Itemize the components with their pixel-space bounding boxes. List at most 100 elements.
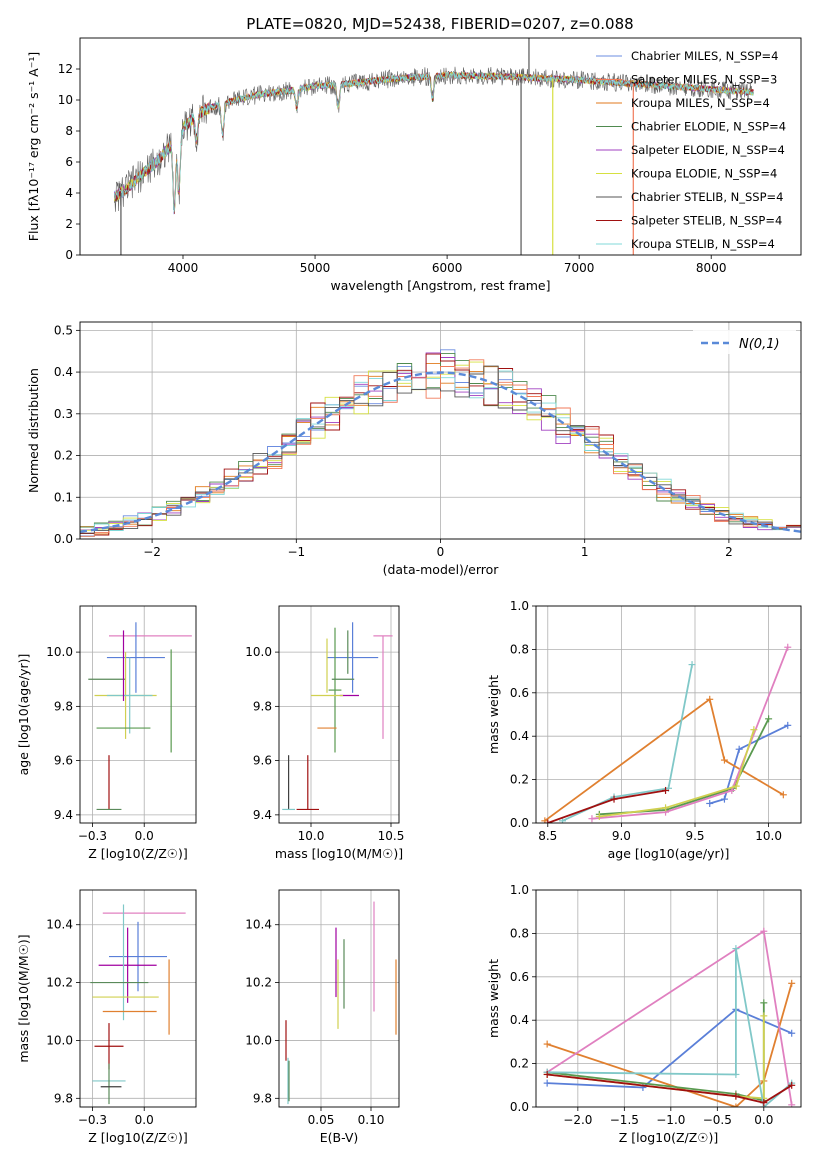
y-tick-label: 0.3 (54, 407, 73, 421)
x-tick-label: 9.5 (685, 829, 704, 843)
y-tick-label: 9.8 (54, 699, 73, 713)
age-vs-mass-marks (282, 622, 393, 811)
x-tick-label: 4000 (168, 261, 199, 275)
weight-line (547, 948, 793, 1107)
spectrum-line (113, 71, 754, 213)
y-tick-label: 0 (65, 248, 73, 262)
y-tick-label: 10 (58, 93, 73, 107)
y-tick-label: 10.2 (46, 976, 73, 990)
x-axis-label: mass [log10(M/M☉)] (275, 846, 403, 861)
x-axis-label: age [log10(age/yr)] (608, 846, 730, 861)
legend-entry: Kroupa STELIB, N_SSP=4 (631, 237, 775, 251)
mass-weight-vs-Z-marks (543, 927, 796, 1107)
histogram-step (80, 359, 801, 539)
y-tick-label: 0.8 (510, 926, 529, 940)
axes-frame (278, 889, 400, 1108)
x-tick-label: 10.0 (755, 829, 782, 843)
x-tick-label: 10.5 (378, 829, 405, 843)
y-tick-label: 0.0 (510, 1100, 529, 1114)
y-tick-label: 1.0 (510, 599, 529, 613)
x-tick-label: 10.0 (298, 829, 325, 843)
mass-weight-vs-age-marks (541, 643, 792, 823)
y-tick-label: 0.1 (54, 490, 73, 504)
y-axis-label: Normed distribution (26, 368, 41, 493)
weight-line (709, 724, 789, 805)
legend-entry: N(0,1) (739, 337, 780, 352)
axes-frame (79, 37, 802, 256)
y-tick-label: 0.2 (54, 449, 73, 463)
y-tick-label: 4 (65, 186, 73, 200)
weight-line (591, 646, 789, 820)
spectrum-legend: Chabrier MILES, N_SSP=4 Salpeter MILES, N… (596, 49, 786, 251)
x-tick-label: 9.0 (612, 829, 631, 843)
y-tick-label: 0.2 (510, 1057, 529, 1071)
y-tick-label: 0.5 (54, 323, 73, 337)
y-tick-label: 9.6 (253, 754, 272, 768)
mass-weight-vs-Z-plot: −2.0 −1.5 −1.0 −0.5 0.0 0.0 0.2 0.4 0.6 0.8 1.0 Z [… (486, 883, 802, 1145)
y-tick-label: 10.0 (46, 645, 73, 659)
weight-line (547, 1073, 793, 1104)
axes-frame (278, 605, 400, 824)
y-tick-label: 9.8 (54, 1091, 73, 1105)
legend-entry: Kroupa MILES, N_SSP=4 (631, 96, 770, 110)
y-tick-label: 10.4 (46, 918, 73, 932)
age-vs-Z-marks (88, 622, 192, 811)
y-axis-label: age [log10(age/yr)] (16, 654, 31, 776)
gaussian-curve (80, 371, 801, 533)
legend-entry: Salpeter ELODIE, N_SSP=4 (631, 143, 785, 157)
x-tick-label: 8000 (696, 261, 727, 275)
legend-entry: Kroupa ELODIE, N_SSP=4 (631, 167, 777, 181)
y-axis-label: mass weight (486, 959, 501, 1038)
y-axis-label: mass weight (486, 675, 501, 754)
x-tick-label: −1.5 (610, 1113, 639, 1127)
y-tick-label: 0.2 (510, 773, 529, 787)
y-tick-label: 9.6 (54, 754, 73, 768)
legend-entry: Chabrier ELODIE, N_SSP=4 (631, 120, 786, 134)
mass-vs-EBV-marks (285, 901, 397, 1105)
x-tick-label: −2 (143, 545, 161, 559)
x-tick-label: 6000 (432, 261, 463, 275)
x-tick-label: 8.5 (538, 829, 557, 843)
x-tick-label: 7000 (564, 261, 595, 275)
mass-vs-Z-marks (90, 904, 186, 1105)
y-tick-label: 0.6 (510, 970, 529, 984)
figure-title: PLATE=0820, MJD=52438, FIBERID=0207, z=0… (246, 15, 633, 33)
x-tick-label: 5000 (300, 261, 331, 275)
y-tick-label: 0.0 (54, 532, 73, 546)
x-tick-label: −0.3 (78, 1113, 107, 1127)
axes-frame (535, 889, 802, 1108)
x-tick-label: −1 (287, 545, 305, 559)
x-tick-label: −1.0 (656, 1113, 685, 1127)
x-tick-label: 0.0 (135, 1113, 154, 1127)
y-tick-label: 0.0 (510, 816, 529, 830)
y-tick-label: 6 (65, 155, 73, 169)
y-axis-label: mass [log10(M/M☉)] (16, 934, 31, 1062)
histogram-step (80, 365, 801, 539)
x-axis-label: wavelength [Angstrom, rest frame] (330, 278, 550, 293)
y-tick-label: 10.2 (245, 976, 272, 990)
x-axis-label: Z [log10(Z/Z☉)] (88, 846, 188, 861)
x-axis-label: Z [log10(Z/Z☉)] (88, 1130, 188, 1145)
x-tick-label: −0.5 (703, 1113, 732, 1127)
axes-frame (535, 605, 802, 824)
legend-entry: Salpeter STELIB, N_SSP=4 (631, 214, 782, 228)
x-tick-label: 0 (437, 545, 445, 559)
y-tick-label: 0.8 (510, 642, 529, 656)
mass-vs-EBV-plot: 0.05 0.10 9.8 10.0 10.2 10.4 E(B-V) (245, 889, 400, 1145)
spectrum-marks (113, 38, 754, 255)
y-tick-label: 12 (58, 62, 73, 76)
legend-entry: Chabrier STELIB, N_SSP=4 (631, 190, 783, 204)
axes-frame (79, 605, 197, 824)
y-tick-label: 1.0 (510, 883, 529, 897)
weight-line (547, 1015, 765, 1100)
x-tick-label: 2 (725, 545, 733, 559)
mass-weight-vs-age-plot: 8.5 9.0 9.5 10.0 0.0 0.2 0.4 0.6 0.8 1.0 age [log1… (486, 599, 802, 861)
y-tick-label: 2 (65, 217, 73, 231)
axes-frame (79, 889, 197, 1108)
age-vs-Z-plot: −0.3 0.0 9.4 9.6 9.8 10.0 Z [log10(Z/Z☉)] age [… (16, 605, 197, 861)
y-tick-label: 9.8 (253, 1091, 272, 1105)
legend-entry: Chabrier MILES, N_SSP=4 (631, 49, 778, 63)
x-tick-label: −2.0 (563, 1113, 592, 1127)
y-tick-label: 0.6 (510, 686, 529, 700)
